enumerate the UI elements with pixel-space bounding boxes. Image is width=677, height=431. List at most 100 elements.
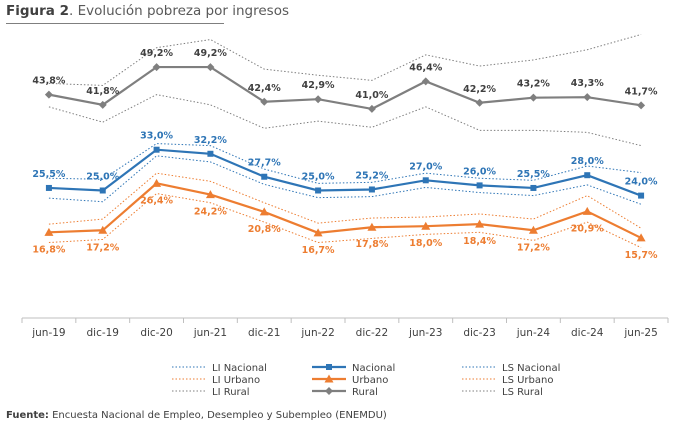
legend-label-li-urbano: LI Urbano (212, 375, 260, 386)
legend-label-li-nacional: LI Nacional (212, 363, 267, 374)
series-line-li-urbano (48, 193, 642, 249)
series-line-li-rural (48, 94, 642, 147)
legend-marker-nacional (326, 364, 332, 370)
figure-caption: . Evolución pobreza por ingresos (69, 3, 289, 19)
data-label-rural: 41,7% (625, 86, 658, 97)
data-point-nacional (99, 187, 106, 194)
data-label-rural: 43,8% (32, 76, 65, 87)
data-label-urbano: 17,2% (517, 242, 550, 253)
data-point-urbano (582, 206, 592, 215)
data-label-urbano: 17,2% (86, 242, 119, 253)
data-label-urbano: 16,8% (32, 244, 65, 255)
x-tick-label: jun-21 (193, 327, 227, 339)
data-point-rural (475, 98, 484, 107)
series-line-rural (48, 65, 642, 111)
data-label-nacional: 32,2% (194, 135, 227, 146)
data-label-rural: 46,4% (409, 62, 442, 73)
data-label-rural: 49,2% (140, 48, 173, 59)
legend-label-li-rural: LI Rural (212, 387, 250, 398)
data-label-urbano: 15,7% (625, 250, 658, 261)
x-tick-label: jun-22 (300, 327, 334, 339)
data-point-urbano (44, 227, 54, 236)
x-tick-label: dic-19 (86, 327, 119, 339)
data-label-rural: 43,3% (571, 78, 604, 89)
data-label-urbano: 26,4% (140, 195, 173, 206)
data-label-nacional: 33,0% (140, 131, 173, 142)
x-tick-label: jun-23 (408, 327, 442, 339)
data-point-rural (314, 95, 323, 104)
data-point-urbano (152, 178, 162, 187)
figure-title: Figura 2. Evolución pobreza por ingresos (6, 3, 289, 19)
data-label-rural: 42,4% (248, 83, 281, 94)
legend-label-ls-nacional: LS Nacional (502, 363, 560, 374)
data-label-urbano: 18,0% (409, 238, 442, 249)
x-tick-label: dic-20 (140, 327, 173, 339)
legend-label-urbano: Urbano (352, 375, 388, 386)
source-text: Encuesta Nacional de Empleo, Desempleo y… (48, 410, 387, 421)
data-label-urbano: 18,4% (463, 236, 496, 247)
data-label-nacional: 27,7% (248, 158, 281, 169)
x-tick-label: dic-21 (248, 327, 281, 339)
data-point-urbano (475, 219, 485, 228)
data-point-rural (583, 93, 592, 102)
legend-label-ls-urbano: LS Urbano (502, 375, 553, 386)
data-point-urbano (421, 221, 431, 230)
series-line-ls-nacional (48, 143, 642, 184)
data-point-nacional (584, 172, 591, 179)
series-line-li-nacional (48, 155, 642, 205)
data-label-nacional: 25,2% (355, 170, 388, 181)
data-point-nacional (315, 187, 322, 194)
data-point-rural (529, 93, 538, 102)
data-label-urbano: 24,2% (194, 207, 227, 218)
data-label-nacional: 27,0% (409, 161, 442, 172)
x-tick-label: jun-19 (31, 327, 65, 339)
legend-marker-rural (325, 387, 333, 395)
data-point-urbano (313, 228, 323, 237)
data-label-nacional: 28,0% (571, 156, 604, 167)
x-tick-label: dic-22 (356, 327, 389, 339)
data-label-rural: 41,8% (86, 86, 119, 97)
data-label-nacional: 26,0% (463, 166, 496, 177)
data-label-nacional: 24,0% (625, 177, 658, 188)
data-point-nacional (530, 184, 537, 191)
data-point-urbano (98, 225, 108, 234)
data-point-rural (260, 97, 269, 106)
source-label: Fuente: (6, 410, 49, 421)
data-point-urbano (636, 233, 646, 242)
x-tick-label: jun-24 (516, 327, 551, 339)
data-point-nacional (207, 150, 214, 157)
data-point-nacional (368, 186, 375, 193)
series-line-ls-rural (48, 33, 642, 86)
legend-label-rural: Rural (352, 387, 378, 398)
data-label-nacional: 25,0% (86, 172, 119, 183)
source-note: Fuente: Encuesta Nacional de Empleo, Des… (6, 410, 387, 421)
x-tick-label: jun-25 (623, 327, 657, 339)
poverty-line-chart: jun-19 dic-19 dic-20 jun-21 dic-21 jun-22 dic-… (21, 33, 669, 398)
x-tick-label: dic-24 (571, 327, 604, 339)
data-label-nacional: 25,0% (302, 172, 335, 183)
data-point-rural (367, 104, 376, 113)
data-point-rural (206, 63, 215, 72)
data-label-urbano: 20,8% (248, 224, 281, 235)
data-point-urbano (205, 190, 215, 199)
data-point-urbano (259, 207, 269, 216)
data-point-rural (152, 63, 161, 72)
data-point-urbano (367, 222, 377, 231)
legend-label-nacional: Nacional (352, 363, 395, 374)
data-label-urbano: 16,7% (302, 245, 335, 256)
data-point-nacional (45, 184, 52, 191)
data-point-urbano (528, 225, 538, 234)
data-label-nacional: 25,5% (32, 169, 65, 180)
data-point-nacional (476, 182, 483, 189)
data-label-rural: 49,2% (194, 48, 227, 59)
data-point-nacional (422, 177, 429, 184)
series-line-urbano (48, 182, 642, 239)
data-point-nacional (638, 192, 645, 199)
data-label-urbano: 17,8% (355, 239, 388, 250)
figure-label: Figura 2 (6, 3, 69, 19)
data-point-rural (421, 77, 430, 86)
legend-marker-urbano (324, 374, 334, 383)
data-label-nacional: 25,5% (517, 169, 550, 180)
data-point-rural (98, 100, 107, 109)
series-line-nacional (48, 148, 642, 197)
